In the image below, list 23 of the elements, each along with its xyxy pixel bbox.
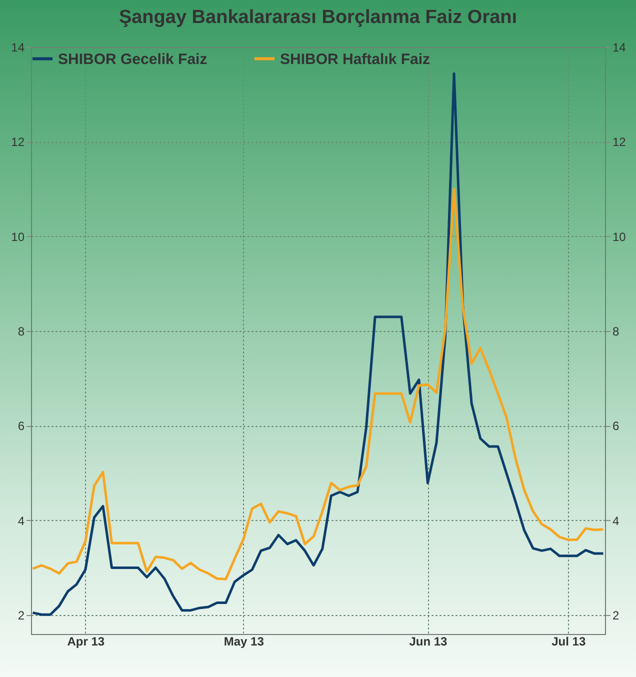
y2-tick-label: 14 <box>612 40 626 54</box>
y-tick-label: 4 <box>18 514 25 528</box>
y-tick-label: 14 <box>11 40 25 54</box>
y-tick-label: 8 <box>18 324 25 339</box>
legend-label: SHIBOR Gecelik Faiz <box>58 50 208 68</box>
y2-tick-label: 12 <box>612 135 626 150</box>
y2-tick-label: 8 <box>612 324 620 339</box>
x-tick-label: Jun 13 <box>409 634 448 648</box>
x-tick-label: Apr 13 <box>67 634 105 648</box>
y2-tick-label: 4 <box>612 514 620 528</box>
x-tick-label: Jul 13 <box>552 634 586 648</box>
y2-tick-label: 6 <box>612 419 620 434</box>
y-tick-label: 2 <box>18 608 25 623</box>
y-tick-label: 10 <box>11 230 25 244</box>
line-series <box>32 72 604 616</box>
x-tick-label: May 13 <box>224 634 264 648</box>
line-series <box>32 188 604 580</box>
y2-tick-label: 2 <box>612 608 620 623</box>
y2-tick-label: 10 <box>612 230 626 244</box>
y-tick-label: 12 <box>11 135 25 150</box>
chart-title: Şangay Bankalararası Borçlanma Faiz Oranı <box>118 7 518 28</box>
legend-label: SHIBOR Haftalık Faiz <box>280 50 430 68</box>
y-tick-label: 6 <box>18 419 25 434</box>
